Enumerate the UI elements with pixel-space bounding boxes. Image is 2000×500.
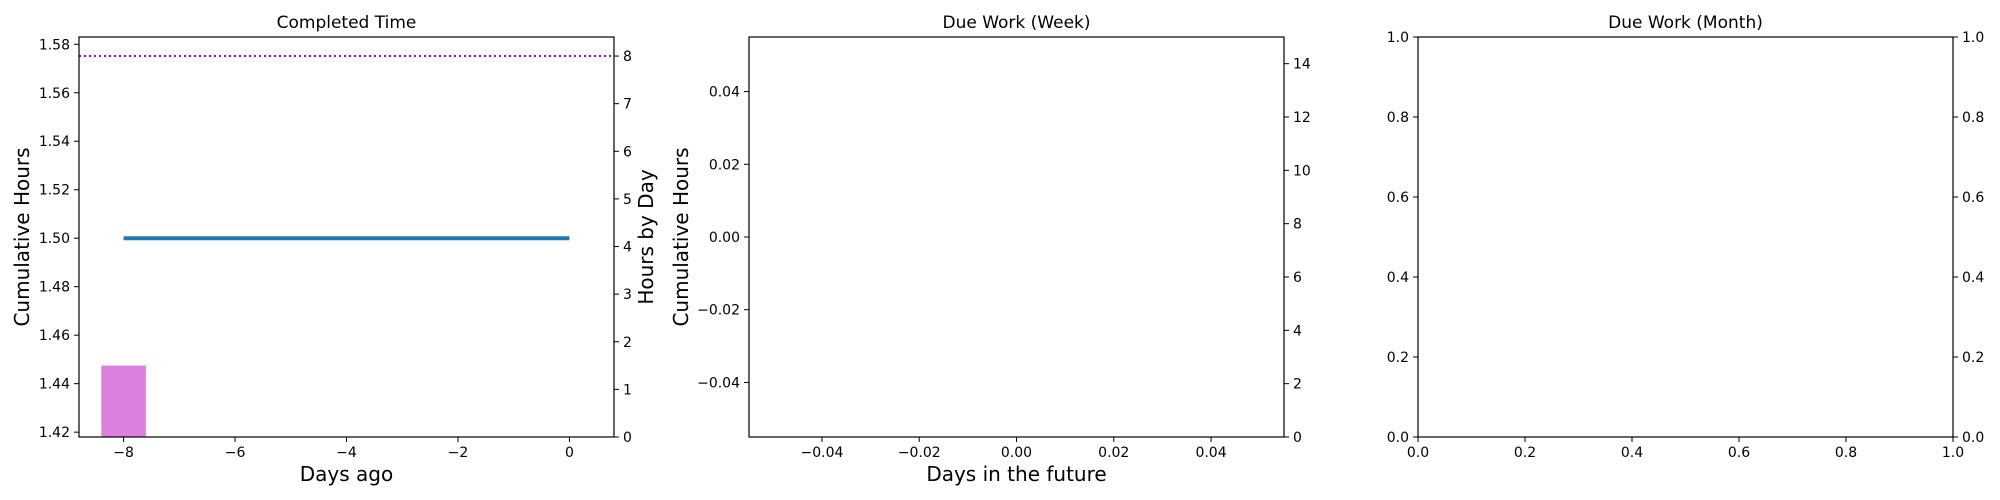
x-tick-label: −8: [113, 445, 134, 461]
y-tick-label: 0.0: [1387, 430, 1409, 446]
x-tick-label: −6: [225, 445, 246, 461]
y-tick-label-right: 6: [623, 144, 632, 160]
x-tick-label: 1.0: [1942, 445, 1964, 461]
chart-title: Due Work (Week): [942, 13, 1090, 33]
x-tick-label: −4: [336, 445, 357, 461]
y-tick-label: 1.44: [39, 377, 70, 393]
y-tick-label-right: 1: [623, 382, 632, 398]
y-tick-label-right: 10: [1293, 163, 1311, 179]
y-tick-label-right: 5: [623, 192, 632, 208]
chart-completed-time: Completed Time Days ago Cumulative Hours…: [10, 13, 658, 486]
y-tick-label-right: 2: [1293, 377, 1302, 393]
y-tick-label: 0.02: [709, 157, 740, 173]
y-tick-label-right: 1.0: [1962, 30, 1984, 46]
y-tick-label: 0.4: [1387, 270, 1409, 286]
y-tick-label-right: 14: [1293, 57, 1311, 73]
y-tick-label: 1.50: [39, 231, 70, 247]
x-tick-label: 0.2: [1514, 445, 1536, 461]
y-tick-label: 0.6: [1387, 190, 1409, 206]
y-tick-label: 1.54: [39, 134, 70, 150]
y-tick-label-right: 0.6: [1962, 190, 1984, 206]
y-tick-label-right: 8: [1293, 217, 1302, 233]
y-axis-label: Cumulative Hours: [669, 147, 693, 326]
bar-daily-hours: [101, 365, 146, 437]
y-tick-label-right: 0: [1293, 430, 1302, 446]
y-tick-label: 1.58: [39, 37, 70, 53]
x-tick-label: −2: [448, 445, 469, 461]
y-tick-label-right: 0: [623, 430, 632, 446]
y-tick-label: 0.00: [709, 230, 740, 246]
x-tick-label: 0.6: [1728, 445, 1750, 461]
y-axis-label-right: Hours by Day: [634, 169, 658, 304]
x-tick-label: 0.8: [1835, 445, 1857, 461]
x-tick-label: 0: [565, 445, 574, 461]
x-tick-label: 0.4: [1621, 445, 1643, 461]
x-tick-label: 0.02: [1098, 445, 1129, 461]
chart-due-work-week: Due Work (Week) Days in the future Cumul…: [669, 13, 1311, 486]
y-tick-label-right: 2: [623, 335, 632, 351]
x-tick-label: 0.00: [1001, 445, 1032, 461]
plot-area: [79, 55, 614, 437]
y-tick-label-right: 6: [1293, 270, 1302, 286]
y-tick-label: 1.0: [1387, 30, 1409, 46]
chart-title: Completed Time: [277, 13, 417, 33]
y-axis-label: Cumulative Hours: [10, 147, 34, 326]
y-tick-label: 1.46: [39, 328, 70, 344]
y-tick-label-right: 0.4: [1962, 270, 1984, 286]
y-tick-label: −0.02: [697, 303, 740, 319]
y-tick-label: 0.2: [1387, 350, 1409, 366]
y-tick-label: 0.04: [709, 85, 740, 101]
x-tick-label: −0.04: [801, 445, 844, 461]
x-tick-label: 0.0: [1407, 445, 1429, 461]
y-tick-label: −0.04: [697, 375, 740, 391]
x-tick-label: −0.02: [898, 445, 941, 461]
y-tick-label-right: 8: [623, 49, 632, 65]
y-tick-label-right: 0.2: [1962, 350, 1984, 366]
y-tick-label: 1.56: [39, 86, 70, 102]
y-tick-label: 1.52: [39, 183, 70, 199]
x-axis-label: Days ago: [300, 462, 393, 486]
y-tick-label-right: 12: [1293, 110, 1311, 126]
y-tick-label: 1.48: [39, 280, 70, 296]
chart-due-work-month: Due Work (Month) 0.0 0.2 0.4 0.6 0.8 1.00.00.…: [1387, 13, 1985, 461]
y-tick-label-right: 0.8: [1962, 110, 1984, 126]
x-axis-label: Days in the future: [926, 462, 1106, 486]
y-tick-label: 1.42: [39, 425, 70, 441]
x-tick-label: 0.04: [1195, 445, 1226, 461]
y-tick-label-right: 7: [623, 97, 632, 113]
y-tick-label-right: 0.0: [1962, 430, 1984, 446]
y-tick-label-right: 3: [623, 287, 632, 303]
y-tick-label-right: 4: [1293, 323, 1302, 339]
y-tick-label-right: 4: [623, 240, 632, 256]
plot-frame: [748, 36, 1285, 438]
plot-frame: [1417, 36, 1954, 438]
y-tick-label: 0.8: [1387, 110, 1409, 126]
chart-title: Due Work (Month): [1608, 13, 1763, 33]
